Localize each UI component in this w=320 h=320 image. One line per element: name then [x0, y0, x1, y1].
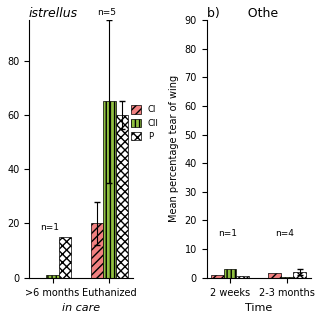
- Bar: [224, 269, 236, 278]
- Bar: [59, 237, 71, 278]
- Bar: [281, 277, 293, 278]
- Bar: [116, 115, 128, 278]
- Text: n=4: n=4: [275, 229, 294, 238]
- Legend: CI, CII, P: CI, CII, P: [128, 102, 162, 144]
- Bar: [268, 274, 281, 278]
- Bar: [293, 272, 306, 278]
- Text: istrellus: istrellus: [29, 7, 78, 20]
- Bar: [212, 275, 224, 278]
- Bar: [103, 101, 116, 278]
- Bar: [236, 276, 249, 278]
- Bar: [46, 275, 59, 278]
- X-axis label: in care: in care: [62, 303, 100, 313]
- Text: b)       Othe: b) Othe: [207, 7, 278, 20]
- Text: n=1: n=1: [218, 229, 237, 238]
- Y-axis label: Mean percentage tear of wing: Mean percentage tear of wing: [169, 75, 179, 222]
- Bar: [91, 223, 103, 278]
- Text: n=5: n=5: [97, 8, 116, 17]
- X-axis label: Time: Time: [245, 303, 272, 313]
- Text: n=1: n=1: [40, 223, 59, 232]
